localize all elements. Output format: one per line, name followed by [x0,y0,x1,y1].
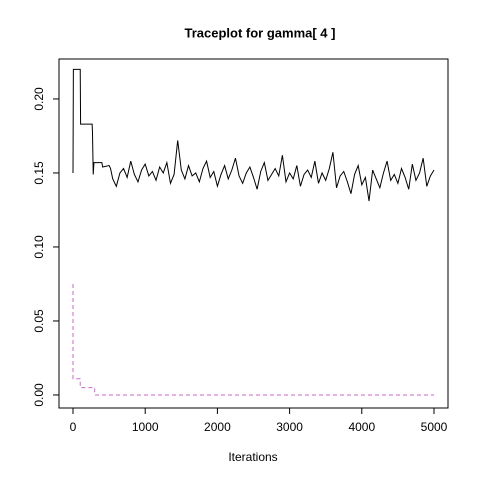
y-tick-label: 0.15 [32,161,46,185]
y-tick-label: 0.00 [32,383,46,407]
chart-title: Traceplot for gamma[ 4 ] [185,25,336,40]
trace-line [72,283,434,396]
trace-line [72,68,435,202]
x-tick-label: 0 [70,420,77,434]
x-axis-label: Iterations [228,450,277,464]
x-tick-label: 3000 [276,420,303,434]
y-tick-label: 0.20 [32,87,46,111]
plot-frame [58,58,449,409]
x-tick-label: 1000 [132,420,159,434]
x-tick-label: 4000 [348,420,375,434]
y-tick-label: 0.10 [32,235,46,259]
y-tick-label: 0.05 [32,309,46,333]
x-tick-label: 5000 [421,420,448,434]
x-tick-label: 2000 [204,420,231,434]
